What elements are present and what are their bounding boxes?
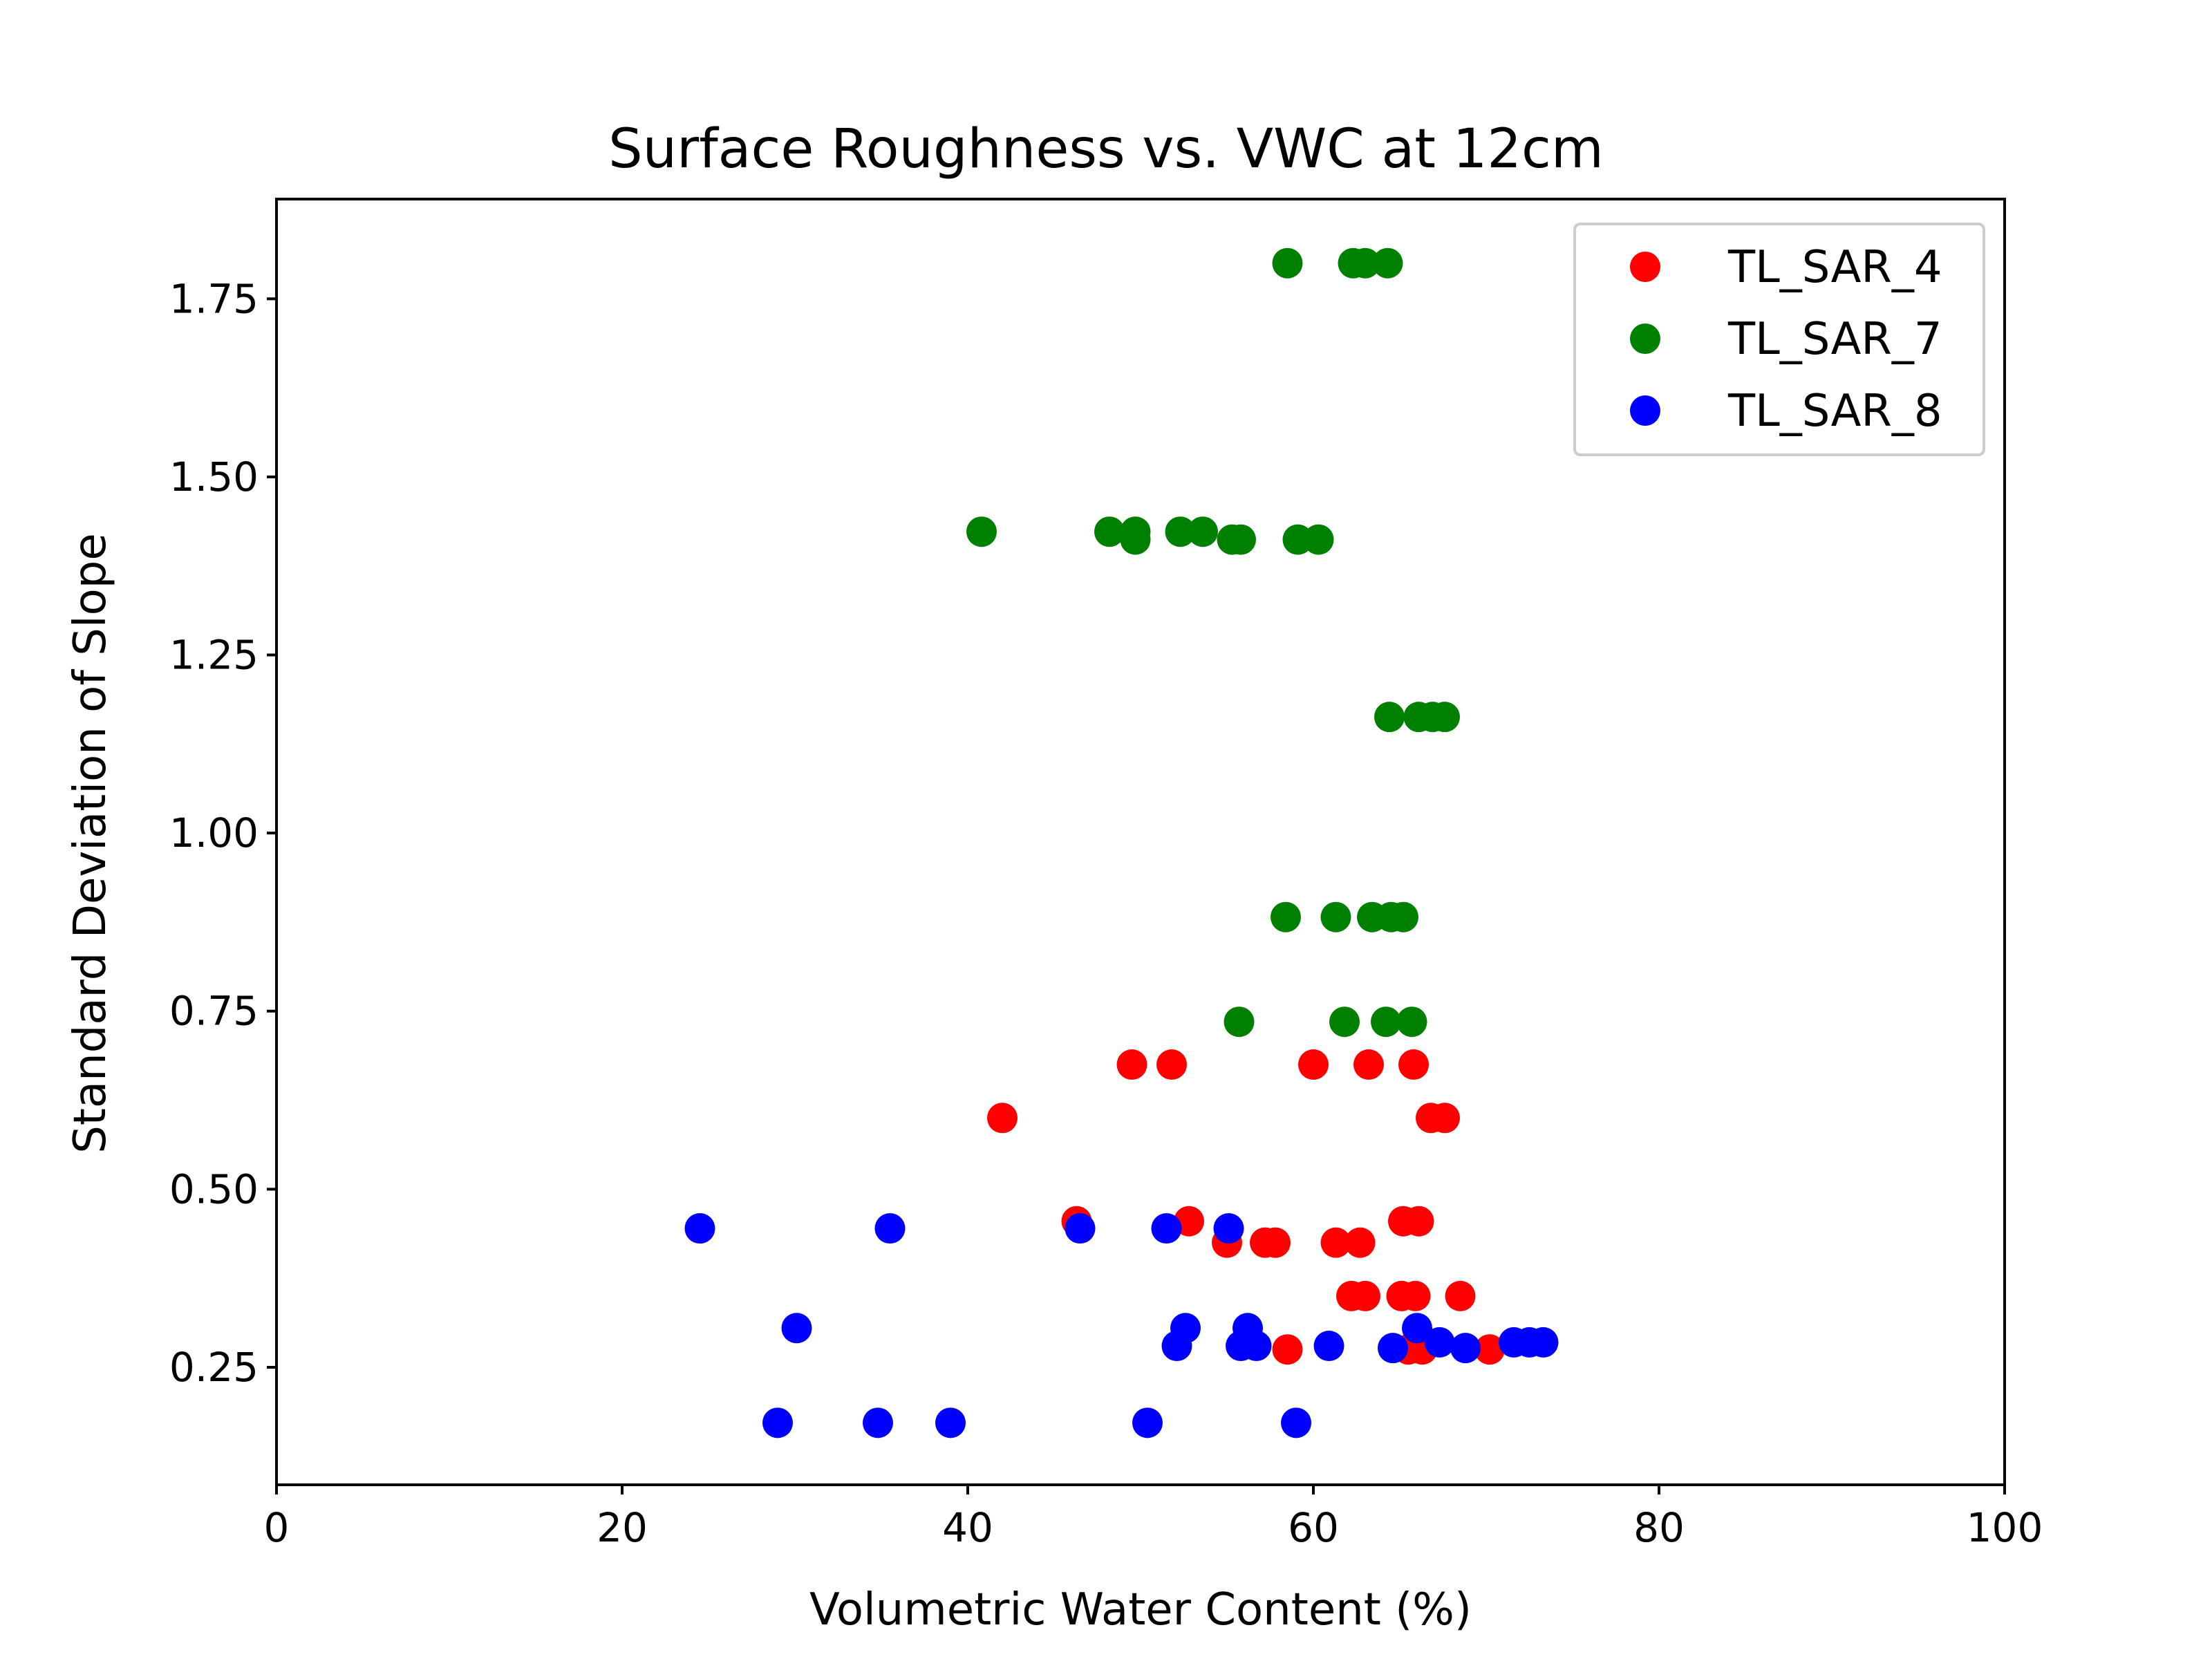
y-tick-label: 1.00	[169, 809, 259, 856]
y-tick-label: 1.50	[169, 453, 259, 500]
series-TL_SAR_8	[684, 1213, 1559, 1438]
data-point	[1353, 1049, 1384, 1080]
data-point	[1344, 1227, 1376, 1258]
y-tick-label: 0.50	[169, 1165, 259, 1212]
data-point	[1329, 1006, 1360, 1038]
data-point	[1374, 702, 1405, 733]
series-TL_SAR_7	[966, 247, 1460, 1038]
legend-label: TL_SAR_4	[1727, 242, 1942, 293]
data-point	[1241, 1331, 1272, 1362]
x-tick-label: 60	[1288, 1504, 1339, 1551]
legend-marker	[1630, 395, 1660, 426]
data-point	[1271, 901, 1301, 932]
data-point	[1398, 1049, 1429, 1080]
y-axis-label: Standard Deviation of Slope	[65, 533, 116, 1154]
y-tick-label: 0.75	[169, 988, 259, 1035]
y-tick-label: 1.75	[169, 275, 259, 322]
y-axis: 0.25 0.50 0.75 1.00 1.25 1.50 1.75	[169, 275, 276, 1391]
data-point	[1260, 1227, 1291, 1258]
data-point	[1303, 524, 1334, 555]
data-point	[1161, 1331, 1192, 1362]
data-point	[1402, 1313, 1432, 1344]
data-point	[1474, 1334, 1505, 1365]
x-axis-label: Volumetric Water Content (%)	[809, 1584, 1472, 1635]
data-point	[1188, 516, 1218, 547]
data-points	[684, 247, 1559, 1438]
legend-label: TL_SAR_8	[1727, 386, 1942, 437]
data-point	[874, 1213, 906, 1244]
data-point	[1430, 1103, 1460, 1134]
data-point	[1132, 1407, 1163, 1438]
data-point	[966, 516, 997, 547]
data-point	[1400, 1280, 1431, 1311]
data-point	[1213, 1213, 1244, 1244]
data-point	[1272, 247, 1303, 279]
data-point	[1424, 1327, 1455, 1358]
y-tick-label: 0.25	[169, 1344, 259, 1391]
data-point	[863, 1407, 893, 1438]
data-point	[1378, 1333, 1408, 1364]
legend-marker	[1630, 324, 1660, 354]
series-TL_SAR_4	[987, 1049, 1505, 1365]
data-point	[1281, 1407, 1311, 1438]
data-point	[1226, 524, 1256, 555]
x-tick-label: 20	[597, 1504, 648, 1551]
chart-title: Surface Roughness vs. VWC at 12cm	[608, 118, 1604, 180]
x-tick-label: 40	[942, 1504, 993, 1551]
data-point	[1320, 1227, 1351, 1258]
data-point	[1388, 901, 1418, 932]
data-point	[1120, 524, 1151, 555]
data-point	[781, 1313, 812, 1344]
legend-label: TL_SAR_7	[1727, 314, 1942, 365]
data-point	[1371, 1006, 1401, 1038]
plot-frame	[275, 198, 2006, 1486]
data-point	[987, 1103, 1018, 1134]
data-point	[1224, 1006, 1255, 1038]
data-point	[1272, 1334, 1303, 1365]
data-point	[1094, 516, 1125, 547]
legend-marker	[1630, 252, 1660, 282]
data-point	[1396, 1006, 1427, 1038]
x-tick-label: 0	[264, 1504, 290, 1551]
data-point	[1156, 1049, 1187, 1080]
legend-entries: TL_SAR_4 TL_SAR_7 TL_SAR_8	[1630, 242, 1942, 437]
data-point	[1298, 1049, 1329, 1080]
x-tick-label: 80	[1633, 1504, 1685, 1551]
data-point	[1403, 1206, 1434, 1237]
data-point	[1350, 247, 1380, 279]
data-point	[1445, 1280, 1476, 1311]
data-point	[1313, 1331, 1344, 1362]
data-point	[1350, 1280, 1380, 1311]
data-point	[1116, 1049, 1147, 1080]
x-axis: 0 20 40 60 80 100	[264, 1485, 2043, 1551]
x-tick-label: 100	[1967, 1504, 2043, 1551]
data-point	[1528, 1327, 1559, 1358]
data-point	[1450, 1333, 1481, 1364]
data-point	[1151, 1213, 1182, 1244]
data-point	[762, 1407, 793, 1438]
data-point	[1372, 247, 1403, 279]
data-point	[1320, 901, 1351, 932]
data-point	[1165, 516, 1196, 547]
legend: TL_SAR_4 TL_SAR_7 TL_SAR_8	[1573, 223, 1985, 456]
data-point	[1065, 1213, 1096, 1244]
data-point	[1430, 702, 1460, 733]
legend-box	[1573, 223, 1985, 456]
data-point	[935, 1407, 966, 1438]
data-point	[684, 1213, 715, 1244]
y-tick-label: 1.25	[169, 632, 259, 679]
